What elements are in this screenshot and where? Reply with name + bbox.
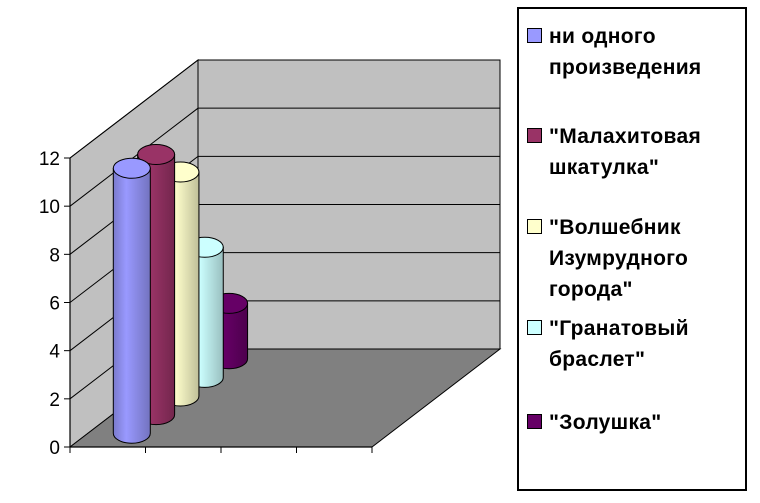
legend-label-2: "Малахитовая шкатулка": [549, 125, 701, 179]
bar-cylinder-1: [112, 157, 151, 444]
legend-item-4: "Гранатовый браслет": [527, 313, 689, 375]
bar-top-2: [137, 143, 176, 165]
gridline: [69, 155, 500, 255]
legend-swatch-5: [527, 414, 542, 429]
legend-label-1: ни одного произведения: [549, 25, 702, 79]
legend-swatch-4: [527, 320, 542, 335]
y-tick-label: 4: [49, 342, 60, 363]
y-axis-ticks: 0 2 4 6 8 10 12: [39, 149, 70, 459]
legend-label-5: "Золушка": [549, 411, 662, 434]
legend-item-3: "Волшебник Изумрудного города": [527, 212, 688, 305]
legend-swatch-2: [527, 128, 542, 143]
legend-swatch-3: [527, 219, 542, 234]
gridline: [69, 59, 500, 159]
legend-label-4: "Гранатовый браслет": [549, 317, 689, 371]
bar-body-1: [112, 167, 151, 444]
legend-item-1: ни одного произведения: [527, 21, 701, 83]
gridline: [69, 107, 500, 207]
legend-item-5: "Золушка": [527, 407, 662, 438]
bar-top-1: [112, 157, 151, 179]
legend-swatch-1: [527, 28, 542, 43]
y-tick-label: 6: [49, 294, 60, 315]
cylinder-bar-chart: 0 2 4 6 8 10 12: [39, 58, 502, 459]
y-tick-label: 8: [49, 245, 60, 266]
legend: ни одного произведения "Малахитовая шкат…: [517, 7, 747, 491]
y-tick-label: 12: [39, 149, 60, 170]
legend-item-2: "Малахитовая шкатулка": [527, 121, 701, 183]
y-tick-label: 2: [49, 390, 60, 411]
y-tick-label: 0: [49, 438, 60, 459]
bars: [112, 143, 249, 444]
y-tick-label: 10: [39, 197, 60, 218]
legend-label-3: "Волшебник Изумрудного города": [549, 216, 689, 301]
